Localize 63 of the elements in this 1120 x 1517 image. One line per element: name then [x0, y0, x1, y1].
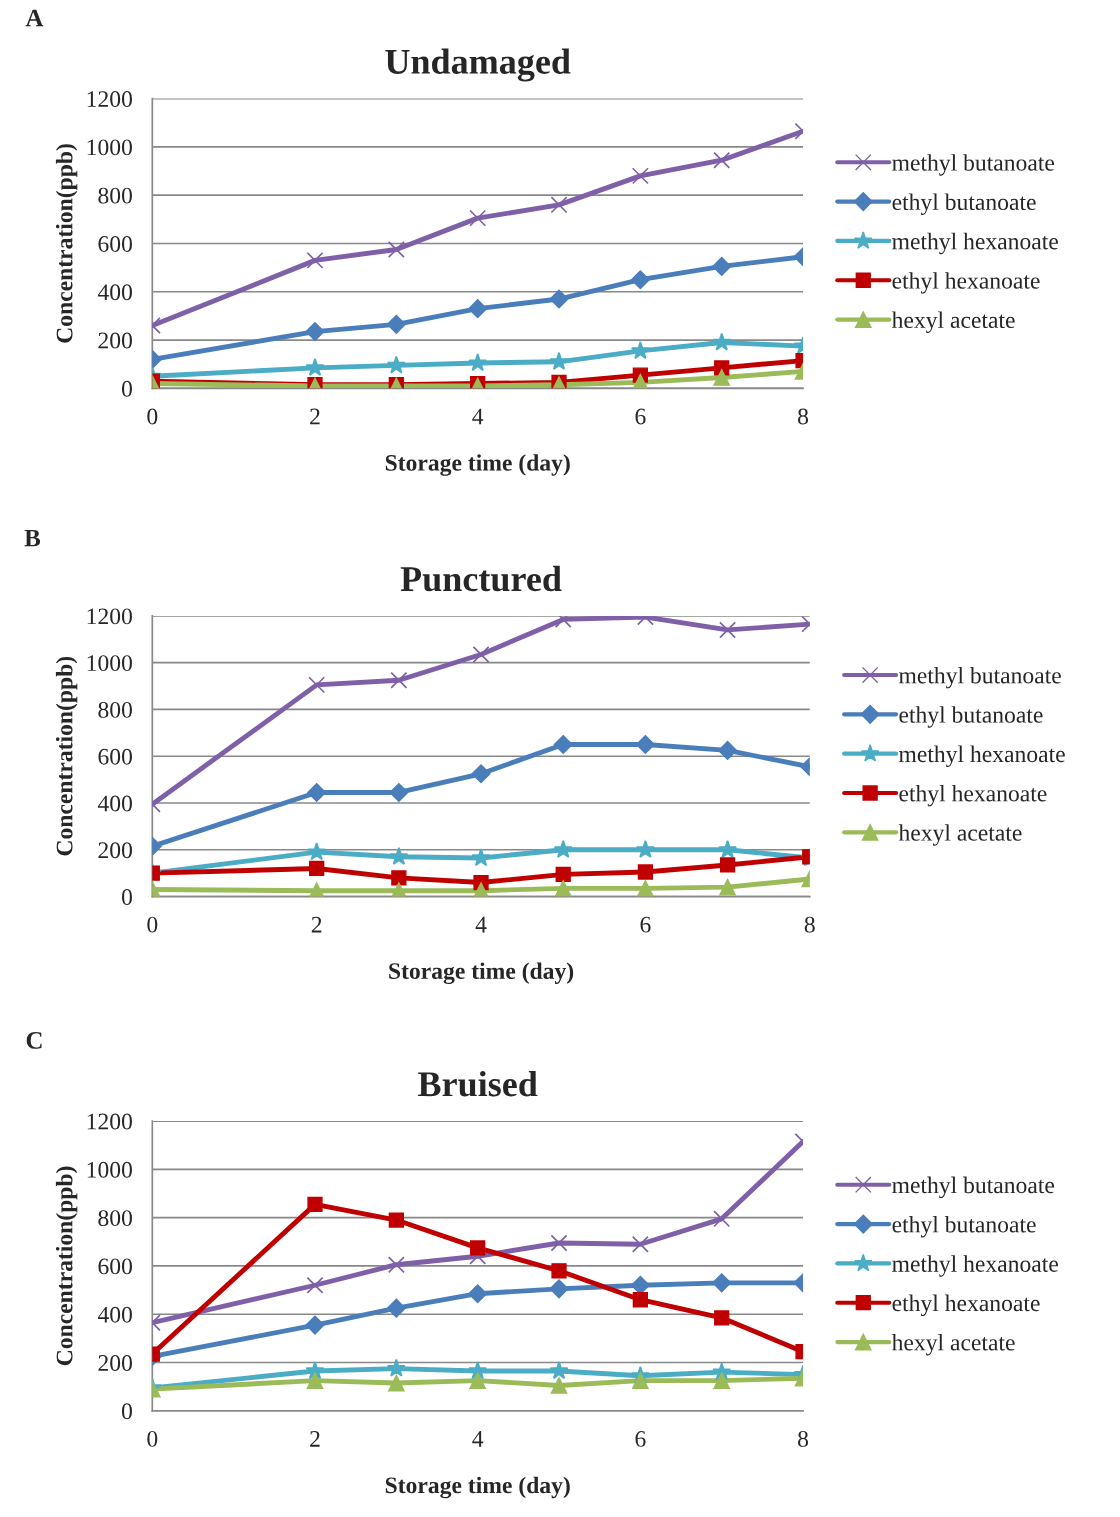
- x-tick-label: 4: [475, 916, 487, 933]
- x-tick-label: 6: [635, 1431, 646, 1447]
- y-tick-label: 800: [98, 187, 132, 204]
- x-tick-label: 6: [635, 408, 646, 425]
- x-axis-title: Storage time (day): [385, 1476, 570, 1499]
- y-tick-label: 1200: [87, 1113, 132, 1130]
- text: A: [25, 9, 44, 27]
- x-tick-label: 2: [311, 916, 322, 933]
- x-tick-label: 2: [310, 1431, 320, 1447]
- x-tick-label: 0: [147, 408, 158, 425]
- y-tick-label: 0: [121, 380, 132, 397]
- x-tick-label: 8: [798, 408, 809, 425]
- legend-label: hexyl acetate: [898, 824, 1022, 846]
- y-tick-label: 200: [98, 332, 132, 349]
- legend-label: ethyl hexanoate: [892, 272, 1040, 294]
- legend-label: methyl butanoate: [898, 666, 1061, 689]
- y-axis-title: Concentration(ppb): [55, 1166, 78, 1366]
- y-tick-label: 200: [98, 842, 132, 859]
- legend-label: ethyl hexanoate: [892, 1294, 1040, 1317]
- y-tick-label: 0: [121, 889, 132, 905]
- x-tick-label: 2: [310, 408, 320, 425]
- text: B: [24, 529, 41, 547]
- legend-label: methyl hexanoate: [898, 745, 1065, 768]
- text: C: [26, 1032, 42, 1049]
- y-tick-label: 400: [97, 1306, 132, 1323]
- x-tick-label: 6: [640, 916, 651, 933]
- y-tick-label: 600: [98, 235, 132, 252]
- chart-title: Punctured: [400, 565, 562, 592]
- legend-label: hexyl acetate: [891, 1333, 1015, 1356]
- y-tick-label: 400: [97, 284, 132, 301]
- legend-label: ethyl butanoate: [899, 706, 1043, 728]
- y-tick-label: 800: [98, 1210, 132, 1227]
- y-tick-label: 1000: [87, 655, 132, 672]
- x-axis-title: Storage time (day): [385, 454, 570, 476]
- y-tick-label: 600: [98, 1258, 132, 1275]
- y-tick-label: 0: [121, 1403, 132, 1420]
- x-tick-label: 8: [804, 916, 815, 933]
- legend-label: ethyl butanoate: [892, 1215, 1036, 1238]
- y-tick-label: 1000: [87, 139, 132, 156]
- y-axis-title: Concentration(ppb): [55, 144, 78, 343]
- x-tick-label: 4: [472, 1431, 484, 1447]
- legend-label: ethyl butanoate: [892, 193, 1036, 215]
- y-tick-label: 1200: [87, 608, 132, 625]
- legend-label: methyl hexanoate: [892, 232, 1058, 255]
- y-tick-label: 800: [98, 701, 132, 718]
- chart-title: Undamaged: [385, 48, 571, 82]
- x-tick-label: 0: [147, 1430, 158, 1447]
- chart-title: Bruised: [418, 1071, 538, 1097]
- x-tick-label: 8: [798, 1430, 809, 1447]
- x-tick-label: 4: [472, 408, 484, 425]
- legend-label: ethyl hexanoate: [899, 784, 1047, 807]
- legend-label: methyl hexanoate: [892, 1255, 1058, 1277]
- legend-label: methyl butanoate: [892, 1176, 1055, 1199]
- y-tick-label: 600: [98, 748, 132, 765]
- x-axis-title: Storage time (day): [389, 962, 574, 984]
- y-tick-label: 200: [98, 1355, 132, 1371]
- legend-label: hexyl acetate: [891, 311, 1015, 333]
- y-tick-label: 1200: [87, 91, 132, 108]
- y-axis-title: Concentration(ppb): [55, 656, 78, 856]
- y-tick-label: 1000: [87, 1161, 132, 1178]
- legend-label: methyl butanoate: [892, 154, 1055, 176]
- y-tick-label: 400: [97, 795, 132, 812]
- x-tick-label: 0: [147, 916, 158, 933]
